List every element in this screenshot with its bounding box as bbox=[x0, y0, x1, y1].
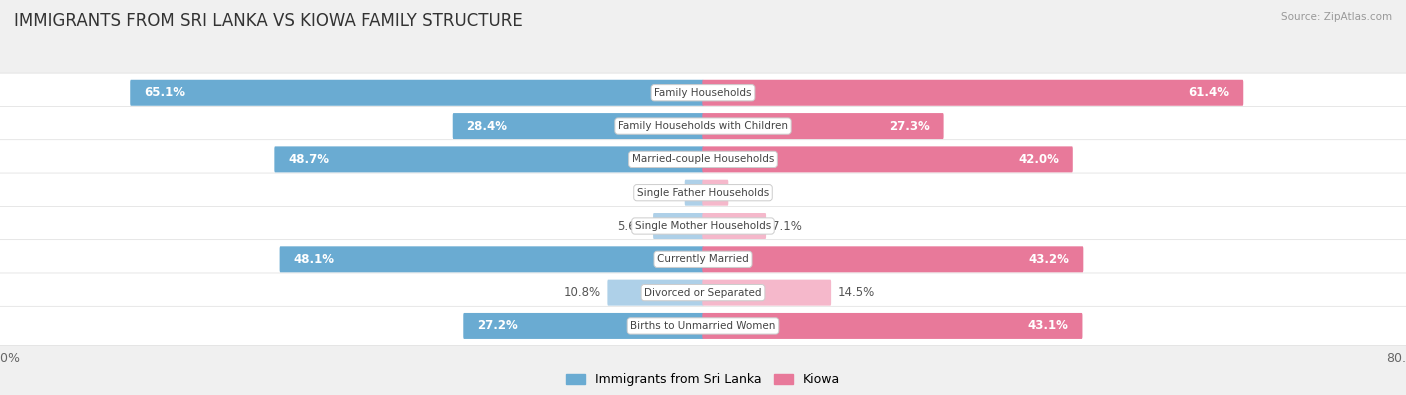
FancyBboxPatch shape bbox=[703, 313, 1083, 339]
Text: Married-couple Households: Married-couple Households bbox=[631, 154, 775, 164]
FancyBboxPatch shape bbox=[685, 180, 704, 206]
Text: Source: ZipAtlas.com: Source: ZipAtlas.com bbox=[1281, 12, 1392, 22]
Text: 2.8%: 2.8% bbox=[734, 186, 765, 199]
FancyBboxPatch shape bbox=[703, 213, 766, 239]
FancyBboxPatch shape bbox=[453, 113, 704, 139]
FancyBboxPatch shape bbox=[703, 180, 728, 206]
Text: Single Father Households: Single Father Households bbox=[637, 188, 769, 198]
Text: Births to Unmarried Women: Births to Unmarried Women bbox=[630, 321, 776, 331]
FancyBboxPatch shape bbox=[280, 246, 704, 272]
Text: 43.1%: 43.1% bbox=[1028, 320, 1069, 333]
Text: IMMIGRANTS FROM SRI LANKA VS KIOWA FAMILY STRUCTURE: IMMIGRANTS FROM SRI LANKA VS KIOWA FAMIL… bbox=[14, 12, 523, 30]
Text: 48.1%: 48.1% bbox=[294, 253, 335, 266]
FancyBboxPatch shape bbox=[0, 206, 1406, 246]
FancyBboxPatch shape bbox=[0, 106, 1406, 146]
Text: 14.5%: 14.5% bbox=[838, 286, 875, 299]
FancyBboxPatch shape bbox=[0, 173, 1406, 213]
FancyBboxPatch shape bbox=[703, 280, 831, 306]
FancyBboxPatch shape bbox=[0, 273, 1406, 312]
FancyBboxPatch shape bbox=[274, 147, 704, 172]
FancyBboxPatch shape bbox=[703, 147, 1073, 172]
FancyBboxPatch shape bbox=[703, 246, 1083, 272]
Text: 42.0%: 42.0% bbox=[1018, 153, 1059, 166]
Text: 27.3%: 27.3% bbox=[889, 120, 929, 133]
FancyBboxPatch shape bbox=[0, 306, 1406, 346]
Text: 5.6%: 5.6% bbox=[617, 220, 647, 233]
Text: 61.4%: 61.4% bbox=[1188, 86, 1229, 99]
Text: 28.4%: 28.4% bbox=[467, 120, 508, 133]
Text: 10.8%: 10.8% bbox=[564, 286, 602, 299]
Text: Currently Married: Currently Married bbox=[657, 254, 749, 264]
Text: Family Households with Children: Family Households with Children bbox=[619, 121, 787, 131]
Text: 43.2%: 43.2% bbox=[1029, 253, 1070, 266]
Text: 65.1%: 65.1% bbox=[145, 86, 186, 99]
Text: 27.2%: 27.2% bbox=[477, 320, 517, 333]
FancyBboxPatch shape bbox=[607, 280, 704, 306]
FancyBboxPatch shape bbox=[652, 213, 704, 239]
Text: 48.7%: 48.7% bbox=[288, 153, 329, 166]
FancyBboxPatch shape bbox=[703, 113, 943, 139]
Legend: Immigrants from Sri Lanka, Kiowa: Immigrants from Sri Lanka, Kiowa bbox=[561, 368, 845, 391]
Text: 2.0%: 2.0% bbox=[648, 186, 678, 199]
Text: Family Households: Family Households bbox=[654, 88, 752, 98]
FancyBboxPatch shape bbox=[0, 240, 1406, 279]
FancyBboxPatch shape bbox=[703, 80, 1243, 106]
FancyBboxPatch shape bbox=[0, 140, 1406, 179]
Text: 7.1%: 7.1% bbox=[772, 220, 803, 233]
Text: Divorced or Separated: Divorced or Separated bbox=[644, 288, 762, 298]
FancyBboxPatch shape bbox=[0, 73, 1406, 113]
FancyBboxPatch shape bbox=[131, 80, 704, 106]
Text: Single Mother Households: Single Mother Households bbox=[636, 221, 770, 231]
FancyBboxPatch shape bbox=[464, 313, 704, 339]
